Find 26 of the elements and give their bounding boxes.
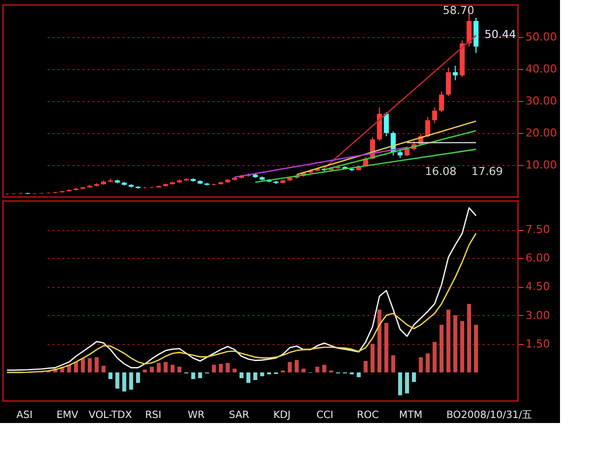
y-tick-label: 3.00 bbox=[526, 308, 550, 322]
text: ROC bbox=[356, 410, 379, 421]
y-tick-label: 4.50 bbox=[526, 280, 550, 294]
y-tick-label: 10.00 bbox=[526, 158, 557, 172]
y-tick-label: 50.00 bbox=[526, 30, 557, 44]
y-tick-label: 6.00 bbox=[526, 252, 550, 265]
text: 2008/10/31/五 bbox=[461, 410, 532, 421]
text: 50.44 bbox=[484, 28, 516, 41]
text: MTM bbox=[399, 410, 422, 421]
text: VOL-TDX bbox=[88, 410, 132, 421]
y-tick-label: 1.50 bbox=[526, 337, 550, 350]
annotation: 16.08 bbox=[425, 165, 456, 178]
text: KDJ bbox=[273, 410, 291, 421]
annotation: 58.70 bbox=[442, 4, 474, 17]
text: CCI bbox=[316, 410, 334, 421]
text: SAR bbox=[228, 410, 250, 421]
y-tick-label: 7.50 bbox=[526, 223, 550, 236]
text: WR bbox=[188, 410, 205, 421]
text: ASI bbox=[16, 410, 33, 421]
annotation: 17.69 bbox=[471, 165, 503, 178]
y-tick-label: 40.00 bbox=[526, 62, 557, 76]
y-tick-label: 20.00 bbox=[526, 126, 557, 140]
text: BO bbox=[446, 410, 462, 421]
text: RSI bbox=[145, 410, 162, 421]
text: EMV bbox=[56, 410, 78, 421]
y-tick-label: 30.00 bbox=[526, 94, 557, 108]
